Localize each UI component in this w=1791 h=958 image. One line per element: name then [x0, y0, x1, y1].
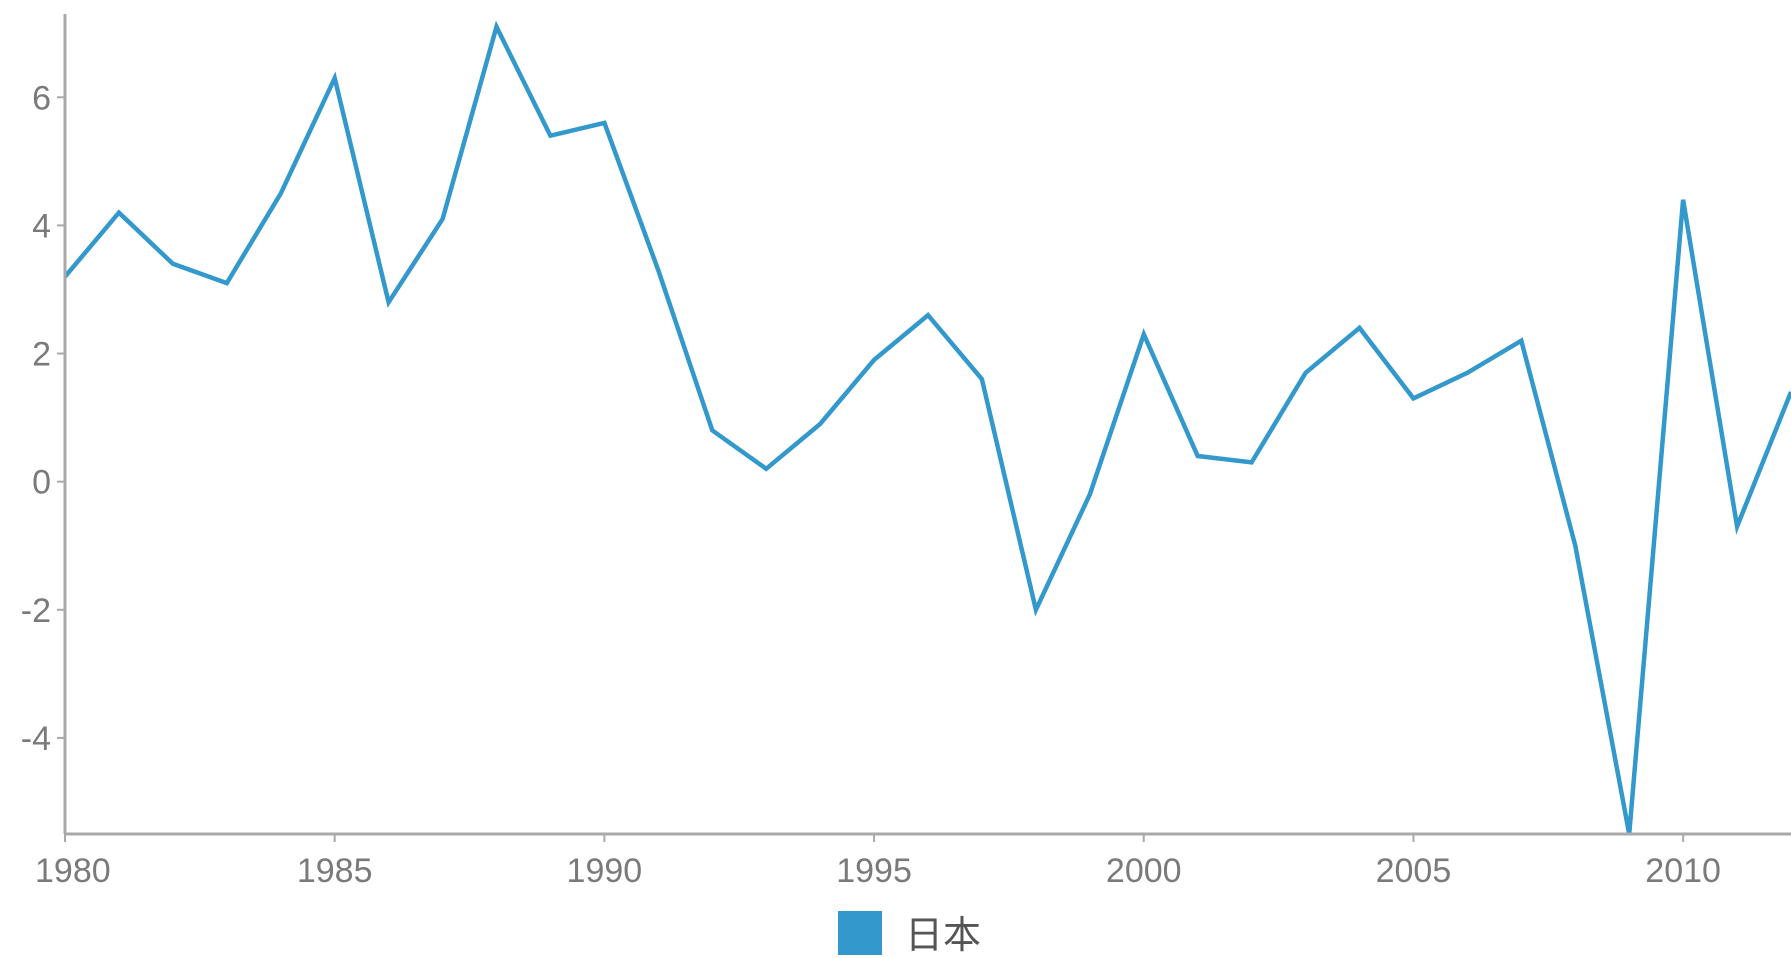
y-tick-label: -2 — [21, 592, 51, 630]
y-axis-ticks: 6 4 2 0 -2 -4 — [21, 79, 65, 758]
series-line — [63, 20, 1791, 835]
y-tick-label: -4 — [21, 720, 51, 758]
series-layer — [63, 20, 1791, 835]
x-tick-label: 2000 — [1106, 852, 1182, 890]
legend[interactable]: 日本 — [838, 911, 981, 957]
x-tick-label: 1985 — [297, 852, 373, 890]
x-tick-label: 1990 — [567, 852, 643, 890]
x-tick-label: 1995 — [836, 852, 912, 890]
legend-swatch[interactable] — [838, 911, 882, 955]
x-tick-label: 1980 — [35, 852, 111, 890]
x-tick-label: 2005 — [1376, 852, 1452, 890]
x-axis-ticks: 1980 1985 1990 1995 2000 2005 2010 — [35, 834, 1721, 890]
y-tick-label: 6 — [32, 79, 51, 117]
y-tick-label: 0 — [32, 464, 51, 502]
y-tick-label: 2 — [32, 336, 51, 374]
y-tick-label: 4 — [32, 207, 51, 245]
legend-label[interactable]: 日本 — [905, 913, 981, 957]
x-tick-label: 2010 — [1645, 852, 1721, 890]
